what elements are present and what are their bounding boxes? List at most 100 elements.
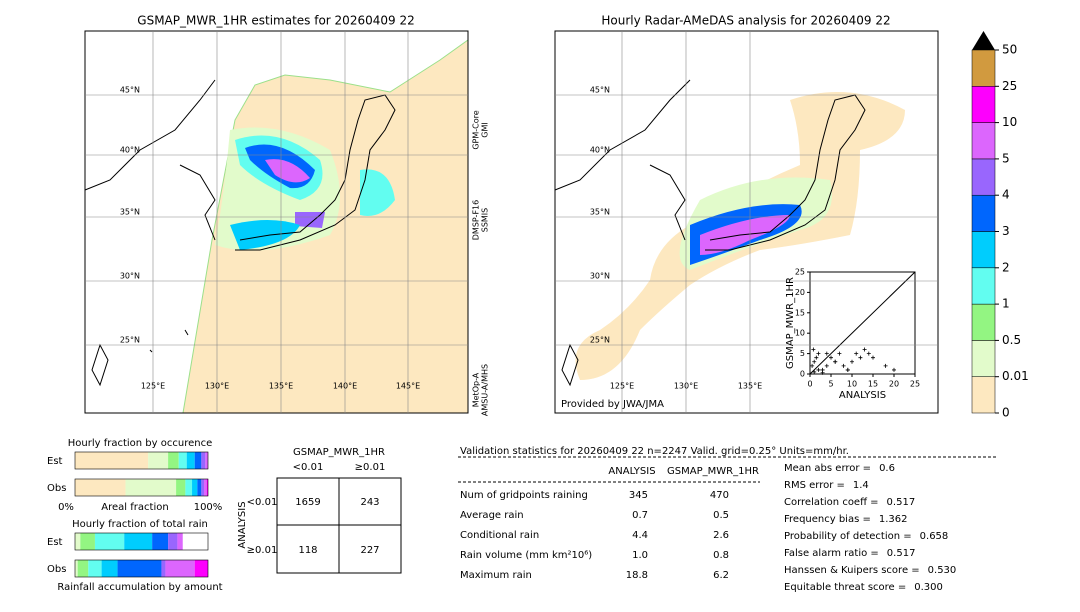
table-cell: 118 [298, 545, 317, 556]
fraction-segment [152, 533, 169, 550]
row-label: Est [47, 537, 63, 548]
fraction-segment [205, 452, 208, 469]
row-label: ≥0.01 [247, 545, 278, 556]
fraction-segment [186, 452, 195, 469]
stat-value: 0.5 [713, 510, 729, 521]
point [862, 347, 867, 352]
fraction-segment [168, 452, 179, 469]
lat-label: 30°N [120, 272, 140, 281]
bar-frame [74, 532, 209, 551]
fraction-segment [176, 479, 186, 496]
table-cell: 243 [360, 497, 379, 508]
colorbar-label: 1 [1002, 297, 1010, 311]
row-axis-label: ANALYSIS [237, 501, 248, 548]
fraction-segment [117, 560, 162, 577]
colorbar-label: 0.5 [1002, 333, 1021, 347]
map-frame [84, 30, 469, 414]
fraction-segment [75, 452, 149, 469]
point [858, 355, 863, 360]
lon-label: 130°E [205, 382, 229, 391]
point [824, 363, 829, 368]
row-label: Est [47, 456, 63, 467]
satellite-label: GMI [481, 122, 490, 137]
satellite-label: GPM-Core [472, 110, 481, 149]
rain-area [295, 212, 325, 228]
axis-label: 100% [194, 502, 223, 513]
colorbar-label: 0 [1002, 406, 1010, 420]
y-tick-label: 0 [800, 370, 805, 379]
stat-label: Num of gridpoints raining [460, 490, 588, 501]
stat-value: 2.6 [713, 530, 729, 541]
colorbar-segment [971, 267, 996, 305]
satellite-label: MetOp-A [472, 372, 481, 407]
score-value: 0.658 [920, 531, 949, 542]
stat-value: 1.0 [632, 550, 648, 561]
point [871, 355, 875, 360]
score-value: 0.6 [879, 463, 895, 474]
lat-label: 40°N [590, 146, 610, 155]
score-value: 1.4 [853, 480, 869, 491]
x-tick-label: 0 [807, 380, 812, 389]
stat-label: Maximum rain [460, 570, 532, 581]
diagonal [809, 271, 916, 375]
lon-label: 125°E [610, 382, 634, 391]
score-label: RMS error = [784, 480, 845, 491]
fraction-segment [125, 479, 177, 496]
fraction-segment [101, 560, 118, 577]
stat-value: 6.2 [713, 570, 729, 581]
y-tick-label: 25 [795, 268, 805, 277]
lon-label: 130°E [674, 382, 698, 391]
panel-footer: Rainfall accumulation by amount [57, 582, 222, 593]
fraction-segment [165, 560, 195, 577]
fraction-segment [88, 560, 102, 577]
fraction-segment [201, 479, 205, 496]
colorbar-label: 25 [1002, 79, 1017, 93]
stat-value: 0.7 [632, 510, 648, 521]
lon-label: 145°E [396, 382, 420, 391]
point [892, 367, 896, 372]
stat-label: Rain volume (mm km²10⁶) [460, 550, 592, 561]
score-value: 0.530 [928, 565, 957, 576]
x-tick-label: 20 [889, 380, 899, 389]
fraction-segment [177, 533, 183, 550]
point [812, 369, 817, 374]
lon-label: 135°E [269, 382, 293, 391]
stat-label: Average rain [460, 510, 524, 521]
fraction-segment [194, 560, 208, 577]
table-cell: 227 [360, 545, 379, 556]
point [812, 359, 817, 364]
lon-label: 135°E [738, 382, 762, 391]
point [833, 359, 838, 364]
panel-title: Hourly fraction by occurence [68, 438, 212, 449]
table-cell: 1659 [295, 497, 320, 508]
fraction-segment [75, 560, 78, 577]
fraction-segment [80, 533, 95, 550]
point [841, 363, 846, 368]
row-label: Obs [47, 564, 66, 575]
score-label: Hanssen & Kuipers score = [784, 565, 920, 576]
point [850, 359, 854, 364]
fraction-segment [168, 533, 178, 550]
fraction-segment [204, 479, 207, 496]
col-label: <0.01 [293, 462, 324, 473]
x-tick-label: 15 [868, 380, 878, 389]
rain-area [230, 220, 300, 250]
stat-value: 0.8 [713, 550, 729, 561]
point [816, 351, 821, 356]
fraction-segment [178, 452, 187, 469]
colorbar-segment [971, 158, 996, 196]
point [866, 351, 871, 356]
fraction-segment [206, 479, 208, 496]
colorbar-label: 3 [1002, 224, 1010, 238]
fraction-segment [161, 560, 166, 577]
axis-label: 0% [58, 502, 74, 513]
fraction-segment [124, 533, 153, 550]
left-map [84, 30, 469, 414]
point [816, 367, 821, 372]
satellite-label: SSMIS [481, 208, 490, 233]
y-tick-label: 5 [800, 349, 805, 358]
y-axis-label: GSMAP_MWR_1HR [785, 277, 796, 369]
colorbar-segment [971, 194, 996, 232]
colorbar-segment [971, 231, 996, 269]
fraction-segment [185, 479, 193, 496]
